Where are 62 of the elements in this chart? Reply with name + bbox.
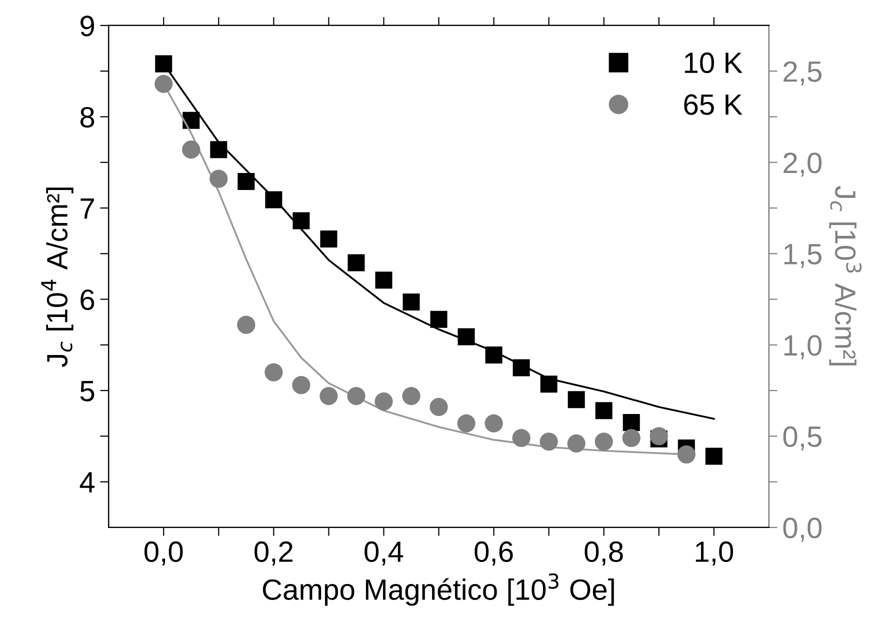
point [568,391,585,408]
y-tick-label: 4 [80,472,95,492]
point [540,432,558,451]
point [705,448,722,465]
point [457,414,476,432]
point [677,445,696,464]
point [292,212,310,230]
y-tick-label: 5 [80,381,94,402]
y2-tick-label: 0,5 [783,426,822,450]
point [210,141,228,158]
x-tick-label: 0,2 [254,541,292,566]
point [292,376,310,394]
point [512,359,530,376]
point [540,376,558,393]
point [650,427,668,446]
point [512,428,530,448]
legend-label: 65 K [684,94,742,115]
y2-tick-label: 0,0 [783,518,822,542]
point [182,112,200,129]
point [567,434,586,453]
point [374,392,393,411]
point [485,346,502,364]
y2-tick-label: 2,0 [784,152,822,177]
point [237,316,256,334]
x-tick-label: 0,0 [144,541,183,566]
x-tick-label: 0,6 [474,541,513,566]
point [622,414,640,431]
legend-label: 10 K [684,52,742,74]
x-tick-label: 1,0 [696,541,734,566]
point [484,414,503,432]
point [320,386,338,406]
point [182,140,200,159]
point [154,74,173,93]
x-axis-title: Campo Magnético [10$^{3}$ Oe] [262,573,614,606]
point [210,170,228,188]
y2-axis-title: J$_{c}$ [10$^{3}$ A/cm²] [829,186,862,366]
point [594,432,613,451]
y-tick-label: 9 [80,16,94,36]
y2-tick-label: 1,0 [784,335,822,360]
point [375,272,392,289]
point [348,254,365,272]
point [238,173,255,190]
y-tick-label: 8 [80,106,94,128]
point [595,402,612,420]
point [402,294,420,311]
point [402,386,420,406]
point [458,328,475,346]
point [347,386,366,406]
y-axis-title: J$_{c}$ [10$^{4}$ A/cm²] [41,188,74,367]
x-tick-label: 0,8 [584,541,623,566]
point [155,55,172,72]
y2-tick-label: 2,5 [784,61,822,86]
point [622,428,640,448]
point [320,230,338,248]
point [430,398,448,416]
point [264,363,283,382]
point [265,191,282,208]
y2-tick-label: 1,5 [784,244,822,268]
x-tick-label: 0,4 [364,541,404,566]
point [430,310,448,328]
y-tick-label: 6 [80,289,94,310]
y-tick-label: 7 [80,198,94,219]
